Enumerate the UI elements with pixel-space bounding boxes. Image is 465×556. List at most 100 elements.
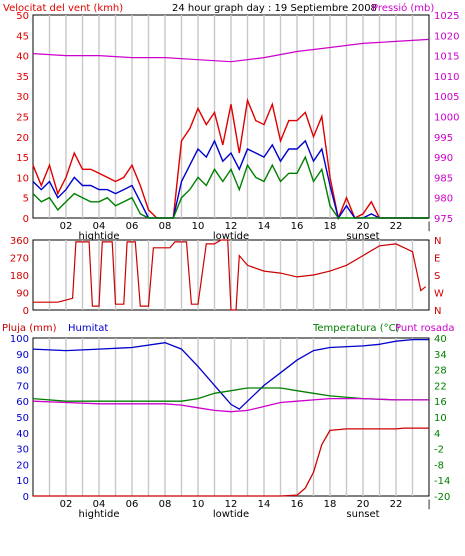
x-event-label: sunset: [346, 231, 379, 242]
x-event-label: lowtide: [213, 509, 249, 520]
pressure-y-tick-label: 1015: [434, 52, 459, 63]
x-tick-label: |: [427, 221, 430, 232]
wind-y-tick-label: 50: [16, 11, 29, 22]
humidity-y-tick-label: 30: [16, 445, 29, 456]
humidity-y-tick-label: 90: [16, 350, 29, 361]
wind-series: [32, 38, 430, 221]
direction-y-tick-label: 270: [10, 254, 29, 265]
x-tick-label: 04: [93, 221, 106, 232]
wind-grid: [48, 15, 414, 218]
temperature-y-tick-label: 4: [434, 429, 440, 440]
x-tick-label: 02: [60, 499, 73, 510]
x-event-label: hightide: [78, 509, 119, 520]
compass-tick-label: E: [434, 254, 440, 265]
direction-y-tick-label: 360: [10, 236, 29, 247]
temperature-y-tick-label: 40: [434, 334, 447, 345]
pressure-y-tick-label: 990: [434, 153, 453, 164]
temp-x-axis: 02 04 06 08 10 12 14 16 18 20 22 | hightide lowtide su…: [60, 499, 431, 520]
temperature-y-tick-label: 34: [434, 350, 447, 361]
pressure-y-tick-label: 985: [434, 173, 453, 184]
humidity-y-axis: 0 10 20 30 40 50 60 70 80 90 100: [10, 334, 29, 503]
direction-y-tick-label: 90: [16, 289, 29, 300]
humidity-y-tick-label: 70: [16, 381, 29, 392]
x-event-label: sunset: [346, 509, 379, 520]
x-tick-label: 16: [291, 499, 304, 510]
temperature-y-axis: -20 -14 -8 -2 4 10 16 22 28 34 40: [434, 334, 450, 503]
direction-y-tick-label: 180: [10, 271, 29, 282]
pressure-y-tick-label: 1025: [434, 11, 459, 22]
wind-y-tick-label: 0: [23, 214, 29, 225]
series-line-gust: [32, 97, 429, 221]
pressure-y-axis: 975 980 985 990 995 1000 1005 1010 1015 1020 1025: [434, 11, 459, 225]
wind-y-tick-label: 10: [16, 173, 29, 184]
wind-y-tick-label: 5: [23, 194, 29, 205]
x-tick-label: 04: [93, 499, 106, 510]
wind-y-tick-label: 45: [16, 31, 29, 42]
humidity-y-tick-label: 100: [10, 334, 29, 345]
humidity-axis-label: Humitat: [68, 323, 108, 334]
wind-y-tick-label: 40: [16, 52, 29, 63]
x-tick-label: 20: [357, 221, 370, 232]
temperature-y-tick-label: -14: [434, 476, 450, 487]
humidity-y-tick-label: 10: [16, 476, 29, 487]
x-tick-label: 06: [126, 221, 139, 232]
pressure-axis-label: Pressió (mb): [372, 2, 434, 14]
temperature-y-tick-label: 16: [434, 397, 447, 408]
wind-y-tick-label: 15: [16, 153, 29, 164]
x-tick-label: 08: [159, 499, 172, 510]
rain-axis-label: Pluja (mm): [2, 323, 57, 334]
x-tick-label: 18: [324, 221, 337, 232]
humidity-y-tick-label: 40: [16, 429, 29, 440]
x-tick-label: 10: [192, 499, 205, 510]
humidity-y-tick-label: 60: [16, 397, 29, 408]
temperature-y-tick-label: -20: [434, 492, 450, 503]
compass-tick-label: N: [434, 236, 441, 247]
compass-tick-label: S: [434, 271, 440, 282]
direction-y-tick-label: 0: [23, 306, 29, 317]
wind-y-tick-label: 35: [16, 72, 29, 83]
compass-tick-label: W: [434, 289, 444, 300]
x-tick-label: 02: [60, 221, 73, 232]
humidity-y-tick-label: 80: [16, 366, 29, 377]
x-tick-label: 20: [357, 499, 370, 510]
wind-y-tick-label: 25: [16, 113, 29, 124]
x-tick-label: 22: [390, 221, 403, 232]
x-tick-label: 08: [159, 221, 172, 232]
humidity-y-tick-label: 20: [16, 460, 29, 471]
dewpoint-axis-label: Punt rosada: [395, 323, 454, 334]
x-event-label: lowtide: [213, 231, 249, 242]
pressure-y-tick-label: 1020: [434, 31, 459, 42]
pressure-y-tick-label: 1005: [434, 92, 459, 103]
temperature-y-tick-label: 22: [434, 381, 447, 392]
temperature-y-tick-label: -8: [434, 460, 444, 471]
chart-title: 24 hour graph day : 19 Septiembre 2008: [172, 3, 377, 14]
x-tick-label: 12: [225, 499, 238, 510]
wind-y-axis: 0 5 10 15 20 25 30 35 40 45 50: [16, 11, 29, 225]
pressure-y-tick-label: 995: [434, 133, 453, 144]
x-tick-label: 14: [258, 499, 271, 510]
humidity-y-tick-label: 50: [16, 413, 29, 424]
wind-axis-label: Velocitat del vent (kmh): [3, 3, 123, 14]
x-tick-label: 16: [291, 221, 304, 232]
temperature-axis-label: Temperatura (°C): [312, 323, 400, 334]
series-line-humitat: [32, 338, 429, 410]
series-line-low: [32, 155, 429, 219]
temperature-y-tick-label: -2: [434, 445, 444, 456]
series-line-temperatura: [32, 387, 429, 402]
x-tick-label: |: [427, 499, 430, 510]
temp-panel: 0 10 20 30 40 50 60 70 80 90 100 -20 -14 -8 -2 4 10 16 22…: [10, 334, 450, 520]
x-tick-label: 06: [126, 499, 139, 510]
x-tick-label: 18: [324, 499, 337, 510]
series-line-pluja: [33, 427, 429, 497]
x-tick-label: 22: [390, 499, 403, 510]
x-event-label: hightide: [78, 231, 119, 242]
temp-series: [32, 338, 429, 497]
wind-y-tick-label: 30: [16, 92, 29, 103]
series-line-direction: [33, 239, 427, 311]
x-tick-label: 14: [258, 221, 271, 232]
temperature-y-tick-label: 28: [434, 366, 447, 377]
